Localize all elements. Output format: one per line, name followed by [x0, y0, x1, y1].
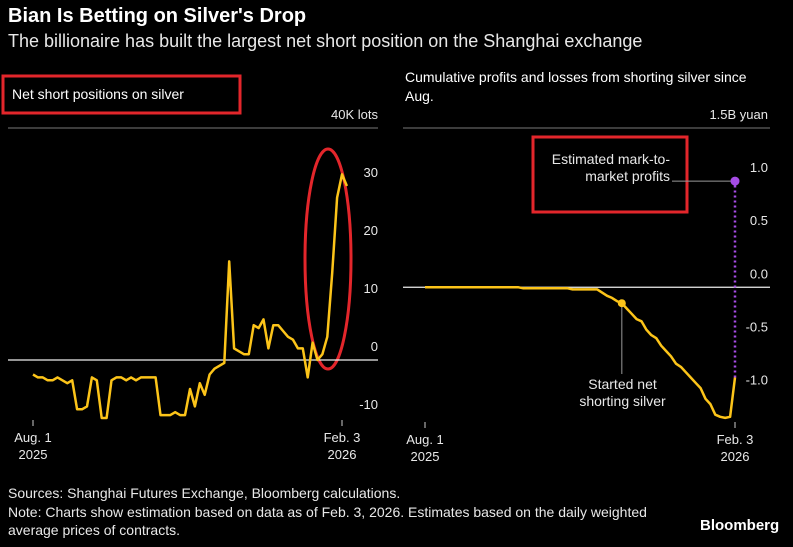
x-tick-label: Feb. 3	[717, 432, 754, 447]
x-tick-label: Aug. 1	[406, 432, 444, 447]
brand: Bloomberg	[700, 517, 780, 534]
title: Bian Is Betting on Silver's Drop	[8, 5, 307, 27]
y-tick-label: 40K lots	[331, 107, 378, 122]
x-tick-year: 2025	[411, 449, 440, 464]
note: Note: Charts show estimation based on da…	[8, 504, 647, 538]
y-tick-label: -10	[359, 397, 378, 412]
highlight-box	[531, 135, 689, 214]
chart-title: Cumulative profits and losses from short…	[405, 69, 747, 104]
subtitle: The billionaire has built the largest ne…	[8, 31, 643, 51]
y-tick-label: 1.0	[750, 160, 768, 175]
y-tick-label: 0.0	[750, 266, 768, 281]
y-tick-label: 0.5	[750, 213, 768, 228]
estimate-dot	[730, 176, 740, 186]
chart-title: Net short positions on silver	[12, 86, 184, 102]
annotation: Estimated mark-to-market profits	[551, 151, 670, 184]
data-line	[32, 173, 349, 420]
y-tick-label: 0	[371, 339, 378, 354]
y-tick-label: -0.5	[746, 319, 768, 334]
source: Sources: Shanghai Futures Exchange, Bloo…	[8, 485, 401, 501]
y-tick-label: 30	[364, 165, 378, 180]
annotation-dot	[617, 299, 626, 308]
y-tick-label: 20	[364, 223, 378, 238]
y-tick-label: 10	[364, 281, 378, 296]
x-tick-year: 2025	[19, 447, 48, 462]
x-tick-year: 2026	[721, 449, 750, 464]
x-tick-label: Feb. 3	[324, 430, 361, 445]
data-line	[425, 286, 737, 420]
annotation: Started net shorting silver	[565, 376, 680, 410]
highlight-ellipse	[303, 147, 353, 371]
x-tick-label: Aug. 1	[14, 430, 52, 445]
highlight-box	[1, 74, 242, 115]
y-tick-label: 1.5B yuan	[709, 107, 768, 122]
y-tick-label: -1.0	[746, 372, 768, 387]
x-tick-year: 2026	[328, 447, 357, 462]
